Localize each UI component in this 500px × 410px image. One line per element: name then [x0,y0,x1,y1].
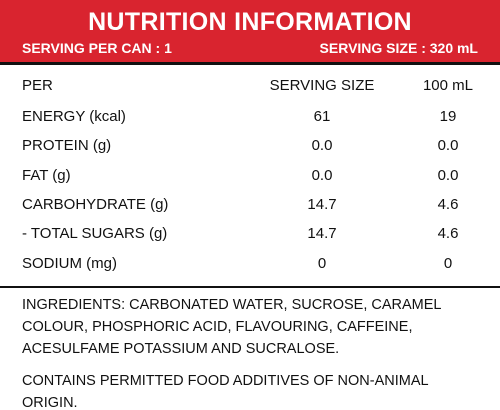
nutrient-value: 4.6 [437,195,459,213]
column-header: 100 mL [422,77,474,94]
column-header: PER [22,77,53,94]
nutrient-value: 0 [443,254,453,272]
column-header: SERVING SIZE [269,77,375,94]
nutrient-value: 0.0 [311,166,333,184]
header-band: NUTRITION INFORMATION SERVING PER CAN : … [0,0,500,62]
nutrient-name: ENERGY (kcal) [22,108,126,125]
nutrient-name: - TOTAL SUGARS (g) [22,225,168,243]
ingredients: INGREDIENTS: CARBONATED WATER, SUCROSE, … [22,297,441,357]
nutrient-value: 14.7 [307,195,337,213]
servings-per-can: SERVING PER CAN : 1 [22,40,172,56]
nutrient-value: 0.0 [437,137,459,155]
nutrient-value: 61 [313,108,331,125]
additives-note: CONTAINS PERMITTED FOOD ADDITIVES OF NON… [22,373,429,410]
nutrient-name: SODIUM (mg) [22,254,117,272]
nutrient-value: 0 [317,254,327,272]
divider [0,62,500,65]
nutrient-value: 0.0 [311,137,333,155]
nutrient-name: FAT (g) [22,166,71,184]
nutrient-name: CARBOHYDRATE (g) [22,195,169,213]
title: NUTRITION INFORMATION [88,8,412,36]
nutrient-value: 4.6 [437,225,459,243]
divider [0,286,500,288]
nutrient-value: 14.7 [307,225,337,243]
nutrient-value: 19 [439,108,457,125]
nutrient-name: PROTEIN (g) [22,137,112,155]
nutrient-value: 0.0 [437,166,459,184]
serving-size: SERVING SIZE : 320 mL [319,40,478,56]
